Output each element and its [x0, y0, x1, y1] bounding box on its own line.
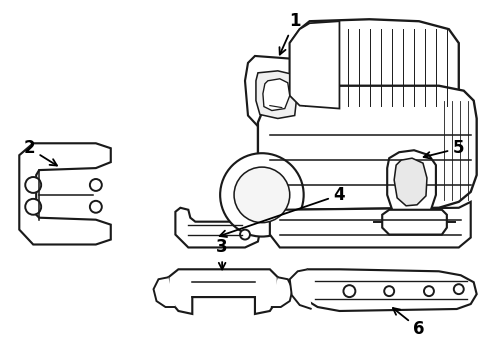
- Circle shape: [25, 177, 41, 193]
- Polygon shape: [19, 143, 111, 244]
- Polygon shape: [382, 210, 447, 235]
- Polygon shape: [263, 79, 290, 111]
- Circle shape: [454, 284, 464, 294]
- Circle shape: [240, 230, 250, 239]
- Circle shape: [220, 153, 304, 237]
- Text: 1: 1: [279, 12, 300, 55]
- Polygon shape: [270, 200, 471, 247]
- Circle shape: [384, 286, 394, 296]
- Polygon shape: [175, 208, 260, 247]
- Circle shape: [25, 199, 41, 215]
- Polygon shape: [169, 269, 278, 314]
- Text: 2: 2: [24, 139, 57, 166]
- Polygon shape: [290, 19, 459, 109]
- Polygon shape: [271, 277, 293, 307]
- Polygon shape: [258, 86, 477, 210]
- Polygon shape: [245, 56, 308, 129]
- Polygon shape: [298, 269, 477, 311]
- Text: 5: 5: [424, 139, 465, 159]
- Polygon shape: [290, 21, 340, 109]
- Polygon shape: [387, 150, 436, 218]
- Circle shape: [90, 201, 102, 213]
- Circle shape: [424, 286, 434, 296]
- Polygon shape: [153, 277, 175, 307]
- Polygon shape: [290, 269, 312, 309]
- Circle shape: [343, 285, 355, 297]
- Circle shape: [234, 167, 290, 223]
- Polygon shape: [394, 158, 427, 206]
- Polygon shape: [256, 71, 298, 118]
- Text: 4: 4: [220, 186, 345, 237]
- Circle shape: [90, 179, 102, 191]
- Text: 6: 6: [393, 308, 425, 338]
- Text: 3: 3: [216, 238, 228, 270]
